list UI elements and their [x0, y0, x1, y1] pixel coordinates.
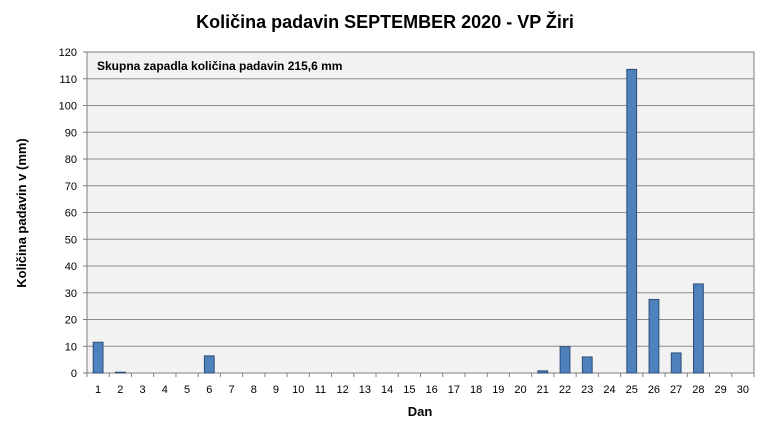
y-tick-label: 70 — [65, 181, 77, 193]
x-tick-label: 18 — [470, 384, 482, 396]
y-tick-label: 50 — [65, 234, 77, 246]
x-tick-label: 2 — [117, 384, 123, 396]
x-tick-label: 4 — [162, 384, 168, 396]
total-annotation: Skupna zapadla količina padavin 215,6 mm — [97, 59, 342, 73]
bar-day-23 — [581, 356, 593, 374]
x-tick-label: 15 — [403, 384, 415, 396]
x-tick-label: 23 — [581, 384, 593, 396]
x-tick-label: 28 — [692, 384, 704, 396]
x-tick-label: 25 — [626, 384, 638, 396]
x-tick-label: 27 — [670, 384, 682, 396]
x-tick-label: 5 — [184, 384, 190, 396]
x-tick-label: 6 — [206, 384, 212, 396]
y-tick-label: 120 — [59, 47, 77, 59]
x-tick-label: 30 — [737, 384, 749, 396]
bar-day-25 — [626, 68, 638, 374]
bar-day-21 — [537, 370, 549, 374]
x-tick-label: 12 — [337, 384, 349, 396]
y-tick-label: 60 — [65, 208, 77, 220]
x-tick-label: 7 — [228, 384, 234, 396]
x-tick-label: 8 — [251, 384, 257, 396]
x-tick-label: 24 — [603, 384, 615, 396]
y-tick-label: 30 — [65, 288, 77, 300]
x-tick-label: 1 — [95, 384, 101, 396]
bar-day-6 — [203, 355, 215, 374]
bar-series — [92, 68, 704, 374]
bar-day-22 — [559, 346, 571, 374]
bar-day-1 — [92, 341, 104, 374]
y-tick-label: 90 — [65, 127, 77, 139]
x-tick-label: 21 — [537, 384, 549, 396]
x-tick-label: 10 — [292, 384, 304, 396]
x-tick-label: 22 — [559, 384, 571, 396]
bar-day-27 — [670, 352, 682, 374]
x-tick-label: 13 — [359, 384, 371, 396]
y-tick-label: 10 — [65, 341, 77, 353]
bar-day-2 — [114, 371, 126, 374]
x-axis-label: Dan — [408, 404, 433, 419]
x-tick-label: 20 — [514, 384, 526, 396]
bar-day-28 — [693, 283, 704, 374]
x-tick-label: 19 — [492, 384, 504, 396]
y-tick-label: 80 — [65, 154, 77, 166]
x-axis-ticks: 1 2 3 4 5 6 7 8 9 10 11 12 13 14 15 16 17 18 19 20 21 22 23 24 2… — [95, 384, 749, 396]
x-tick-label: 14 — [381, 384, 393, 396]
x-tick-label: 11 — [315, 384, 326, 396]
y-tick-label: 20 — [65, 315, 77, 327]
y-tick-label: 110 — [59, 74, 77, 86]
x-tick-label: 9 — [273, 384, 279, 396]
y-tick-label: 100 — [59, 101, 77, 113]
x-tick-label: 3 — [140, 384, 146, 396]
y-axis-ticks: 0 10 20 30 40 50 60 70 80 90 100 110 120 — [59, 47, 77, 380]
x-tick-label: 17 — [448, 384, 460, 396]
x-tick-label: 26 — [648, 384, 660, 396]
chart-title: Količina padavin SEPTEMBER 2020 - VP Žir… — [196, 11, 574, 32]
y-tick-label: 40 — [65, 261, 77, 273]
plot-area — [83, 51, 755, 377]
bar-day-26 — [648, 298, 660, 374]
y-axis-label: Količina padavin v (mm) — [14, 138, 29, 288]
x-tick-label: 16 — [425, 384, 437, 396]
x-tick-label: 29 — [715, 384, 727, 396]
y-tick-label: 0 — [71, 368, 77, 380]
